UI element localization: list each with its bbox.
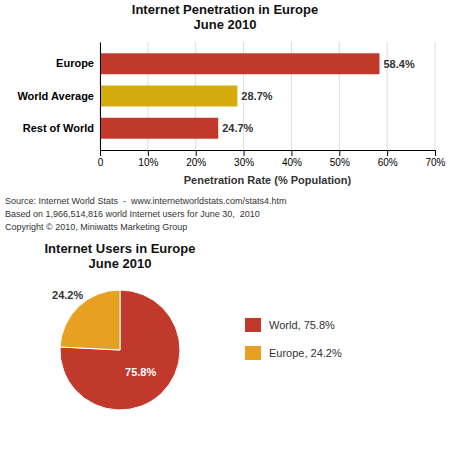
tick: 10% (138, 150, 158, 168)
slices (60, 290, 180, 410)
chart-title: Internet Users in EuropeJune 2010 (45, 241, 196, 271)
legend-swatch (245, 318, 261, 332)
annotation: Based on 1,966,514,816 world Internet us… (5, 209, 260, 219)
legend-swatch (245, 346, 261, 360)
data-label: 58.4% (383, 58, 414, 70)
data-label: 24.7% (222, 122, 253, 134)
tick-mark (291, 150, 292, 156)
bar (100, 53, 379, 74)
tick-mark (100, 150, 101, 156)
data-labels: 75.8% 24.2% (52, 289, 156, 378)
pie-chart: Internet Users in EuropeJune 2010 75.8% 24… (45, 241, 342, 410)
tick-label: 60% (378, 157, 398, 168)
bars (100, 53, 379, 138)
tick: 50% (330, 150, 350, 168)
legend-item: Europe, 24.2% (245, 346, 342, 360)
tick-mark (387, 150, 388, 156)
tick-label: Europe (56, 57, 94, 69)
legend-label: Europe, 24.2% (269, 347, 342, 359)
axis-line (100, 43, 101, 151)
tick: Rest of World (23, 122, 100, 134)
bar-chart: Internet Penetration in EuropeJune 2010 5… (5, 2, 446, 232)
x-axis: 0 10% 20% 30% 40% 50% 60% 70% (98, 150, 446, 168)
grid-line (100, 42, 101, 150)
tick: 20% (186, 150, 206, 168)
bar (100, 118, 218, 139)
chart-title: Internet Penetration in EuropeJune 2010 (132, 2, 318, 32)
tick: World Average (17, 90, 100, 102)
chart-root: Internet Penetration in EuropeJune 2010 5… (0, 0, 450, 453)
tick: 60% (378, 150, 398, 168)
tick-label: 40% (282, 157, 302, 168)
tick: 40% (282, 150, 302, 168)
tick-label: 50% (330, 157, 350, 168)
tick: Europe (56, 57, 100, 69)
legend: World, 75.8% Europe, 24.2% (245, 318, 342, 360)
tick-label: 70% (425, 157, 445, 168)
tick-mark (435, 150, 436, 156)
tick: 30% (234, 150, 254, 168)
tick-mark (339, 150, 340, 156)
grid (100, 42, 435, 150)
bar (100, 86, 237, 107)
data-label: 75.8% (125, 366, 156, 378)
tick-label: 0 (98, 157, 104, 168)
data-labels: 58.4% 28.7% 24.7% (222, 58, 415, 134)
data-label: 28.7% (241, 90, 272, 102)
tick-mark (148, 150, 149, 156)
annotation: Copyright © 2010, Miniwatts Marketing Gr… (5, 222, 187, 232)
tick-label: World Average (17, 90, 94, 102)
y-axis: Europe World Average Rest of World (17, 43, 100, 151)
tick-label: 30% (234, 157, 254, 168)
tick-mark (196, 150, 197, 156)
tick-label: 10% (138, 157, 158, 168)
axis-title: Penetration Rate (% Population) (184, 174, 352, 186)
slice (60, 290, 180, 410)
axis-line (101, 151, 436, 157)
tick-label: Rest of World (23, 122, 94, 134)
grid-line (435, 42, 436, 150)
annotation: Source: Internet World Stats - www.inter… (5, 196, 286, 206)
data-label: 24.2% (52, 289, 83, 301)
legend-label: World, 75.8% (269, 319, 335, 331)
annotations: Source: Internet World Stats - www.inter… (5, 196, 286, 232)
tick-label: 20% (186, 157, 206, 168)
legend-item: World, 75.8% (245, 318, 335, 332)
tick-mark (244, 150, 245, 156)
tick: 0 (98, 150, 104, 168)
tick: 70% (425, 150, 445, 168)
